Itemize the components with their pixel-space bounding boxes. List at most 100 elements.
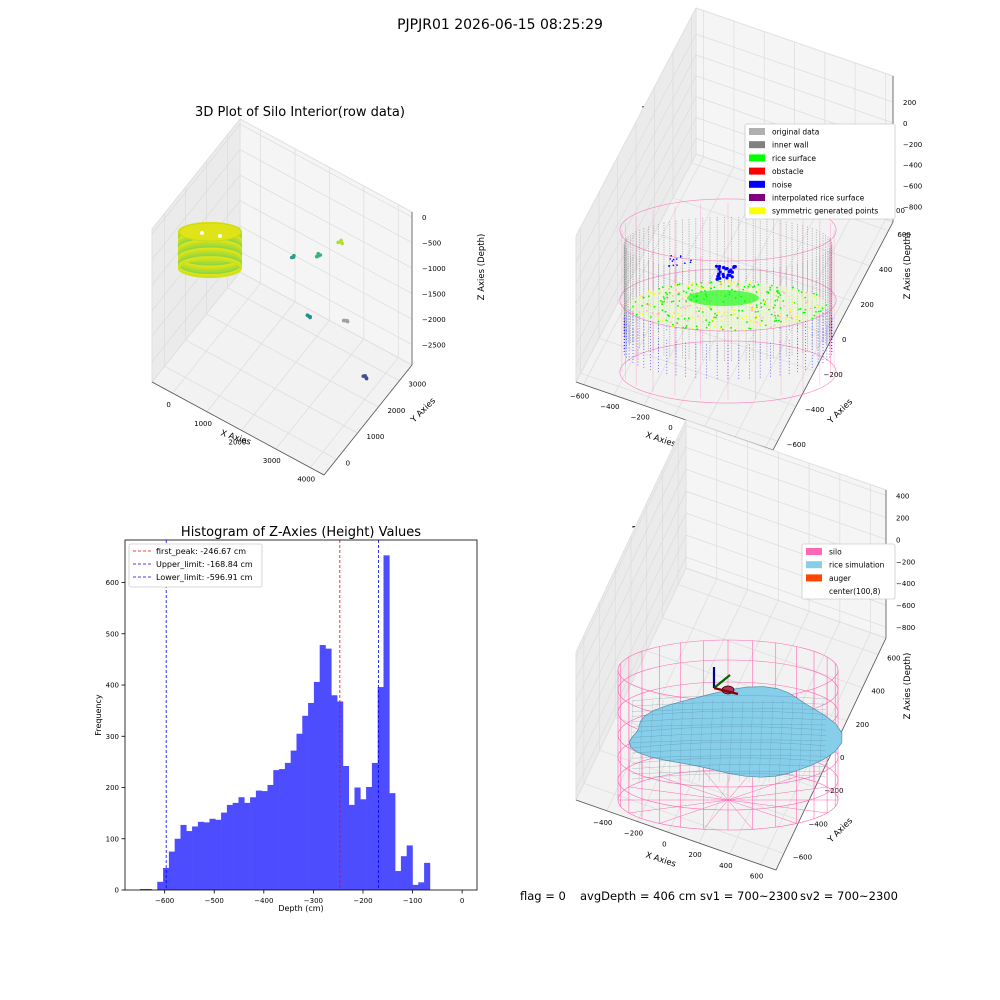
cls-rice-point (797, 289, 800, 292)
cls-z-tick-label: 200 (903, 99, 916, 107)
cls-rice-point (686, 320, 689, 322)
cls-rice-point (670, 321, 672, 324)
cls-rice-point (700, 285, 703, 288)
sim-legend-label: rice simulation (829, 561, 885, 570)
panel-classify: 3D classify of Silo Interior−600−400−200… (570, 7, 922, 463)
cls-rice-point (697, 315, 700, 318)
cls-rice-point (666, 298, 669, 301)
cls-rice-point (775, 290, 778, 293)
histogram-bar (418, 882, 425, 890)
cls-rice-point (687, 287, 690, 290)
raw-grid-y (164, 365, 337, 460)
cls-rice-point (778, 292, 781, 295)
histogram-bar (302, 715, 309, 890)
raw-data-point (336, 240, 340, 245)
cls-rice-point (789, 311, 791, 314)
cls-rice-point (800, 294, 803, 297)
sim-y-tick-label: −600 (793, 853, 812, 861)
cls-rice-point (790, 316, 793, 319)
raw-grid-z (239, 225, 413, 320)
cls-grid-z (575, 33, 697, 263)
cls-rice-point (725, 315, 727, 317)
cls-rice-point (749, 328, 752, 330)
histogram-bar (203, 822, 210, 890)
cls-rice-point (691, 316, 694, 319)
sim-rice-mesh (708, 699, 714, 783)
cls-rice-point (783, 305, 785, 307)
raw-data-point (200, 231, 204, 235)
raw-z-tick-label: −2000 (422, 316, 446, 324)
sim-legend-label: auger (829, 574, 852, 583)
cls-rice-point (685, 300, 687, 302)
cls-rice-point (755, 321, 758, 324)
cls-noise-point (689, 261, 692, 264)
raw-y-axis-label: Y Axies (408, 396, 438, 426)
cls-noise-point (733, 265, 737, 269)
raw-y-tick-label: 1000 (367, 433, 385, 441)
sim-auger-axis-y (713, 674, 731, 689)
cls-rice-point (815, 311, 817, 313)
raw-grid-y (185, 339, 358, 434)
cls-rice-point (658, 288, 661, 290)
cls-rice-point (701, 320, 704, 323)
cls-rice-point (684, 307, 687, 310)
cls-rice-point (774, 314, 776, 317)
cls-y-tick-label: 600 (897, 231, 910, 239)
histogram-bar (209, 818, 216, 890)
cls-rice-point (773, 324, 776, 327)
cls-rice-point (778, 319, 780, 322)
cls-rice-point (632, 305, 634, 308)
cls-rice-point (774, 299, 777, 302)
histogram-bar (366, 787, 373, 890)
cls-rice-point (653, 305, 656, 308)
raw-data-point (345, 319, 350, 324)
cls-rice-point (750, 309, 753, 312)
sim-rice-mesh (748, 699, 754, 783)
cls-legend-swatch (749, 154, 765, 162)
cls-rice-point (737, 285, 740, 288)
cls-noise-point (679, 256, 682, 258)
cls-rice-point (825, 304, 827, 307)
cls-rice-point (708, 321, 711, 324)
cls-rice-point (770, 313, 773, 316)
sim-legend-swatch (806, 548, 822, 555)
cls-rice-point (746, 289, 749, 292)
raw-cylinder-ring (177, 257, 243, 279)
sim-z-tick-label: 0 (896, 536, 900, 544)
y-axis-label: Frequency (94, 694, 103, 736)
x-tick-label: 0 (460, 897, 464, 905)
cls-rice-point (766, 292, 768, 295)
y-tick-label: 400 (106, 682, 119, 690)
cls-z-tick-label: −400 (903, 162, 922, 170)
sim-x-tick-label: 200 (688, 851, 701, 859)
cls-noise-point (721, 272, 725, 276)
histogram-bar (186, 831, 193, 890)
histogram-bar (215, 819, 222, 890)
cls-rice-point (815, 315, 818, 318)
cls-rice-point (698, 310, 700, 312)
cls-rice-point (753, 320, 756, 323)
cls-rice-point (724, 325, 727, 327)
cls-rice-point (701, 311, 704, 313)
cls-rice-point (774, 317, 777, 319)
sim-rice-mesh (808, 699, 814, 783)
cls-rice-point (760, 319, 763, 322)
raw-data-point (289, 255, 294, 260)
cls-rice-point (719, 283, 722, 286)
cls-noise-point (670, 254, 672, 257)
cls-rice-point (700, 282, 703, 284)
cls-rice-point (737, 281, 739, 284)
cls-rice-point (727, 285, 730, 287)
histogram-bar (331, 695, 338, 890)
x-tick-label: −500 (205, 897, 224, 905)
cls-rice-point (766, 305, 769, 308)
sim-legend-label: silo (829, 548, 842, 557)
cls-rice-point (802, 311, 805, 314)
sim-grid-z (685, 447, 887, 518)
cls-rice-point (772, 306, 775, 309)
cls-rice-point (728, 280, 731, 283)
cls-grid-z (575, 96, 697, 325)
cls-rice-point (786, 316, 789, 318)
cls-rice-point (671, 316, 674, 318)
cls-rice-point (732, 314, 735, 317)
